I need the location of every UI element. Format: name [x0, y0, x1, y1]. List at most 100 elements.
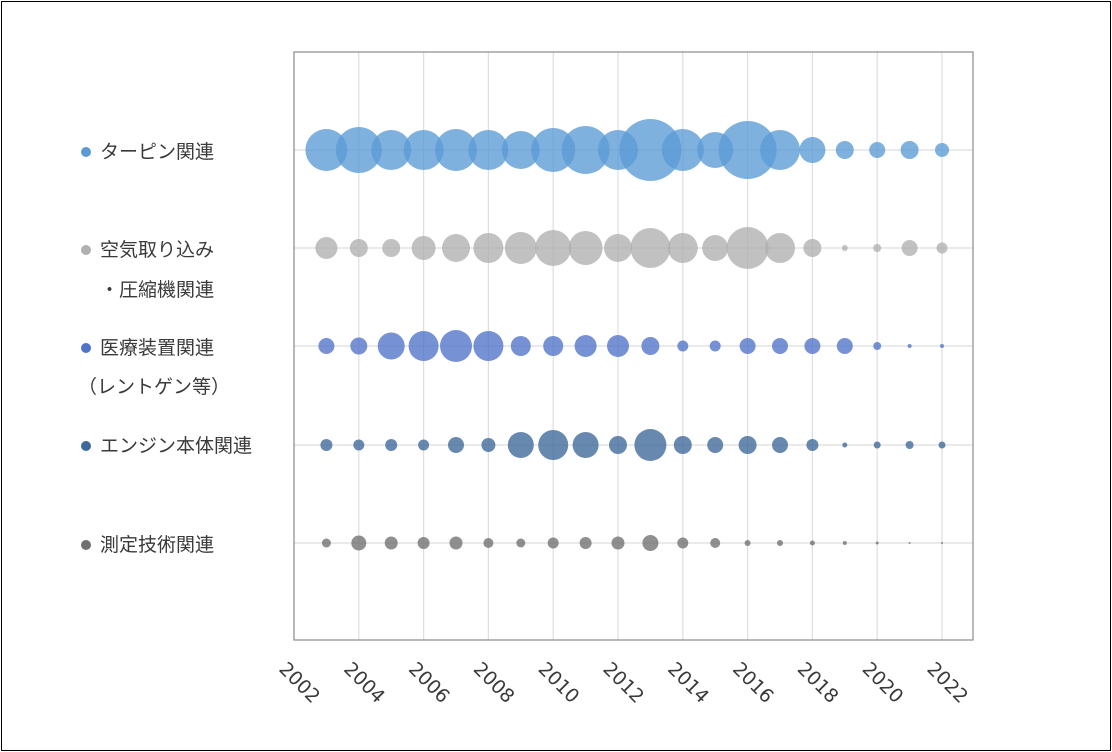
x-tick-label: 2010: [534, 658, 584, 708]
bubble: [619, 119, 682, 181]
x-tick-label: 2022: [922, 658, 972, 708]
bubble: [677, 340, 689, 352]
bubble: [547, 537, 559, 549]
legend-marker: [81, 441, 91, 451]
bubble: [938, 441, 946, 449]
bubble: [483, 538, 494, 548]
legend-label: ・圧縮機関連: [100, 279, 214, 301]
bubble: [710, 538, 721, 548]
bubble: [677, 537, 689, 549]
bubble: [875, 541, 879, 545]
bubble: [765, 233, 795, 263]
bubble: [901, 240, 918, 256]
plot-area-border: [293, 51, 974, 641]
bubble: [609, 436, 627, 454]
bubble: [611, 536, 625, 550]
bubble: [803, 239, 822, 257]
bubble: [709, 340, 721, 352]
legend-marker: [81, 147, 91, 157]
bubble: [417, 537, 430, 549]
bubble: [579, 537, 592, 549]
bubble: [900, 141, 919, 159]
x-axis-tick-labels: 2002 2004 2006 2008 2010 2012 2014 2016 2018 2020…: [274, 658, 972, 708]
bubble: [574, 335, 597, 357]
bubble: [349, 239, 368, 257]
bubble: [869, 142, 886, 158]
bubble: [841, 245, 848, 251]
bubble: [726, 227, 769, 269]
bubble: [673, 436, 692, 454]
legend-marker: [81, 540, 91, 550]
legend-label: 測定技術関連: [100, 534, 214, 556]
bubble: [873, 244, 882, 252]
bubble: [335, 127, 382, 173]
bubble: [535, 230, 572, 266]
bubble: [321, 538, 331, 548]
bubble: [607, 335, 629, 357]
bubble: [738, 436, 757, 454]
bubble: [835, 141, 854, 159]
bubble: [305, 129, 348, 171]
bubble: [804, 338, 821, 354]
bubble: [351, 535, 367, 551]
bubble: [377, 332, 405, 360]
bubble: [568, 231, 603, 265]
bubble: [772, 437, 788, 453]
bubble: [572, 432, 599, 458]
bubble: [842, 541, 847, 545]
bubble-marks: [305, 119, 949, 551]
bubble: [908, 542, 911, 544]
bubble: [473, 331, 504, 361]
x-tick-label: 2012: [598, 658, 648, 708]
bubble: [561, 126, 610, 174]
bubble: [403, 130, 444, 170]
bubble: [507, 432, 534, 458]
bubble: [318, 338, 335, 354]
bubble: [516, 538, 526, 548]
bubble: [806, 439, 819, 451]
bubble: [408, 331, 439, 361]
bubble: [873, 342, 882, 350]
legend-label: ターピン関連: [100, 141, 214, 163]
bubble: [936, 242, 948, 254]
bubble: [634, 429, 667, 461]
bubble: [481, 438, 496, 452]
bubble: [449, 536, 463, 550]
bubble: [842, 442, 848, 448]
bubble: [531, 128, 576, 172]
bubble: [418, 439, 430, 451]
legend-label: エンジン本体関連: [100, 435, 252, 457]
bubble: [448, 437, 464, 453]
bubble: [799, 137, 826, 163]
bubble: [809, 540, 815, 546]
x-tick-label: 2018: [793, 658, 843, 708]
bubble: [873, 441, 881, 449]
x-tick-label: 2006: [404, 658, 454, 708]
bubble: [760, 130, 800, 170]
bubble: [543, 336, 564, 356]
bubble: [707, 437, 724, 453]
bubble: [777, 540, 783, 546]
bubble: [935, 143, 949, 157]
bubble: [473, 233, 504, 263]
bubble: [442, 234, 470, 262]
bubble: [385, 439, 398, 451]
bubble: [384, 536, 398, 550]
legend-label: 医療装置関連: [100, 337, 214, 359]
bubble: [642, 535, 659, 551]
legend-marker: [81, 245, 91, 255]
bubble: [435, 129, 477, 171]
bubble: [667, 233, 698, 263]
bubble: [411, 236, 436, 260]
bubble: [907, 344, 912, 348]
x-tick-label: 2008: [469, 658, 519, 708]
bubble: [661, 129, 704, 171]
bubble: [382, 239, 401, 257]
bubble: [315, 237, 338, 259]
x-tick-label: 2020: [858, 658, 908, 708]
bubble: [538, 430, 569, 460]
bubble: [941, 542, 943, 544]
bubble: [604, 234, 632, 262]
